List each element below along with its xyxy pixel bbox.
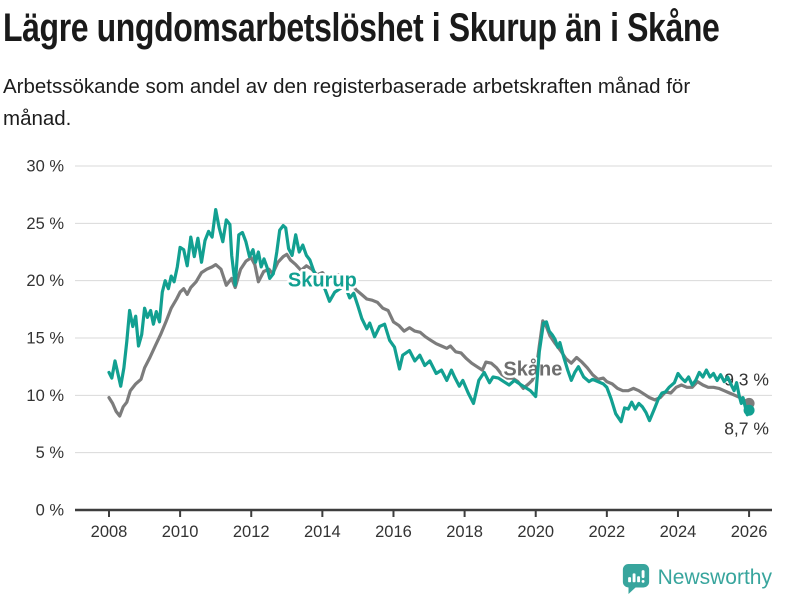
y-axis-label: 20 % bbox=[26, 272, 64, 290]
x-axis-label: 2024 bbox=[660, 523, 697, 541]
y-axis-label: 10 % bbox=[26, 387, 64, 405]
x-axis-label: 2008 bbox=[91, 523, 128, 541]
x-axis-label: 2016 bbox=[375, 523, 412, 541]
newsworthy-logo-icon bbox=[622, 564, 649, 594]
series-line-skne bbox=[107, 252, 751, 418]
y-axis-label: 15 % bbox=[26, 329, 64, 347]
x-axis-label: 2020 bbox=[517, 523, 554, 541]
subtitle: Arbetssökande som andel av den registerb… bbox=[3, 75, 691, 131]
newsworthy-logo[interactable]: Newsworthy bbox=[621, 563, 772, 595]
page-title: Lägre ungdomsarbetslöshet i Skurup än i … bbox=[3, 6, 720, 50]
y-axis-label: 0 % bbox=[36, 502, 65, 520]
x-axis-label: 2010 bbox=[162, 523, 199, 541]
y-axis-label: 5 % bbox=[36, 444, 65, 462]
y-axis-label: 25 % bbox=[26, 215, 64, 233]
x-axis-label: 2012 bbox=[233, 523, 270, 541]
end-value-label-skurup: 8,7 % bbox=[724, 418, 769, 438]
x-axis-label: 2026 bbox=[731, 523, 768, 541]
x-axis-label: 2014 bbox=[304, 523, 341, 541]
x-axis-label: 2018 bbox=[446, 523, 483, 541]
x-axis-label: 2022 bbox=[588, 523, 625, 541]
y-axis-label: 30 % bbox=[26, 157, 64, 175]
newsworthy-wordmark: Newsworthy bbox=[657, 566, 772, 589]
series-end-dot-skurup bbox=[743, 404, 755, 416]
series-label-skurup: Skurup bbox=[288, 269, 357, 291]
series-line-skurup bbox=[107, 208, 751, 424]
series-label-skne: Skåne bbox=[503, 357, 562, 380]
